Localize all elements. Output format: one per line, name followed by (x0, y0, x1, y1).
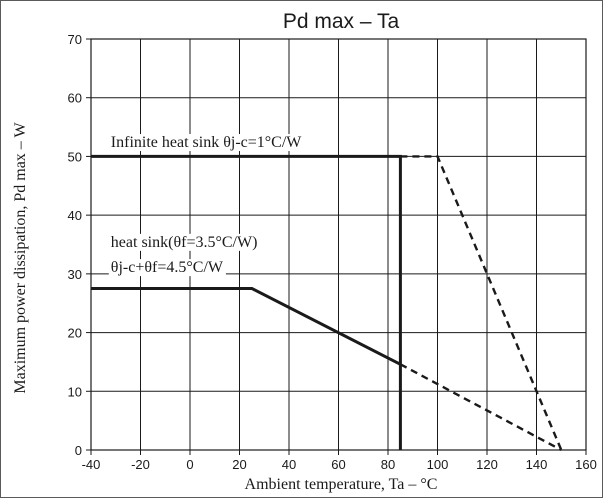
derating-line-solid (91, 287, 402, 366)
x-tick-label: 80 (381, 457, 395, 472)
x-tick-label: 20 (232, 457, 246, 472)
annotation-label: θj-c+θf=4.5°C/W (111, 259, 224, 276)
plot-area: -40 -20 0 20 40 60 80 100 120 140 160 0 10 20 30 40 50 60… (68, 32, 597, 472)
y-tick-label: 10 (68, 384, 82, 399)
x-tick-label: 100 (427, 457, 449, 472)
derating-line-dashed (399, 363, 562, 452)
x-tick-label: -40 (82, 457, 101, 472)
y-tick-label: 20 (68, 326, 82, 341)
y-axis-label: Maximum power dissipation, Pd max – W (12, 121, 29, 393)
x-tick-label: 120 (476, 457, 498, 472)
x-axis-label: Ambient temperature, Ta – °C (245, 476, 438, 493)
annotation-background (108, 259, 226, 277)
y-tick-label: 30 (68, 267, 82, 282)
y-tick-label: 0 (75, 443, 82, 458)
y-tick-label: 40 (68, 208, 82, 223)
y-tick-label: 60 (68, 91, 82, 106)
derating-line-solid (91, 154, 402, 450)
chart-title: Pd max – Ta (283, 10, 400, 33)
x-tick-label: 60 (331, 457, 345, 472)
annotation-label: heat sink(θf=3.5°C/W) (111, 234, 258, 251)
derating-line-dashed (400, 155, 563, 451)
x-tick-label: -20 (131, 457, 150, 472)
x-tick-label: 40 (282, 457, 296, 472)
x-tick-label: 140 (526, 457, 548, 472)
x-tick-label: 160 (575, 457, 597, 472)
x-tick-label: 0 (186, 457, 193, 472)
annotation-background (108, 233, 260, 251)
y-tick-label: 50 (68, 149, 82, 164)
annotation-background (108, 134, 305, 152)
annotation-label: Infinite heat sink θj-c=1°C/W (111, 134, 302, 151)
y-tick-label: 70 (68, 32, 82, 47)
